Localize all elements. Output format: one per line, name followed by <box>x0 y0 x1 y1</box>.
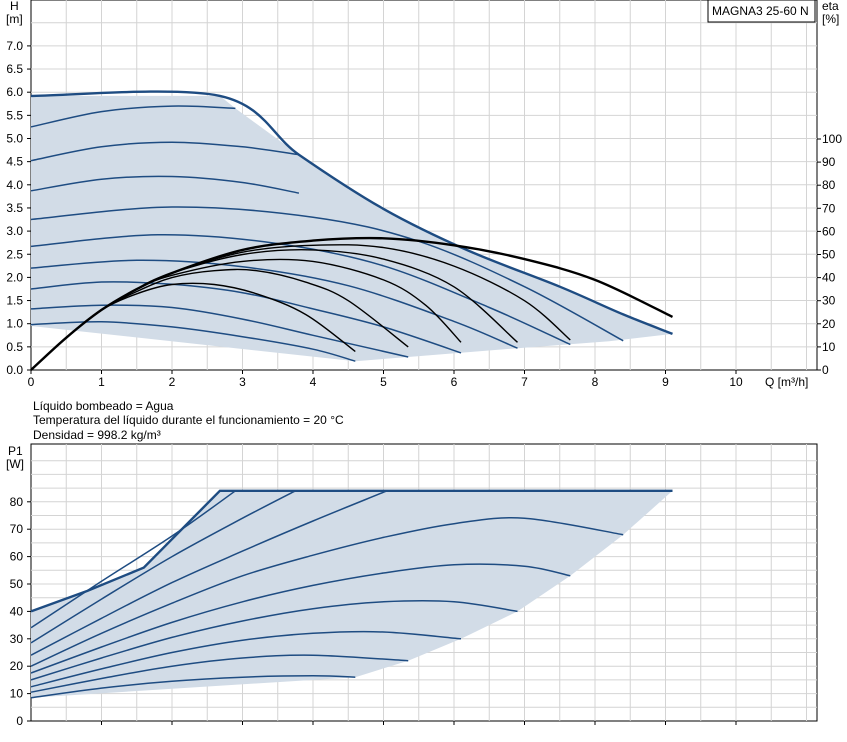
efficiency-tick-label: 50 <box>822 248 836 262</box>
head-curve <box>30 259 518 349</box>
power-tick-label: 40 <box>10 604 24 618</box>
efficiency-tick-label: 0 <box>822 363 829 377</box>
flow-tick-label: 3 <box>239 375 246 389</box>
head-tick-label: 6.0 <box>6 85 23 99</box>
head-curve <box>30 206 624 342</box>
power-tick-label: 70 <box>10 522 24 536</box>
power-curve <box>30 675 356 699</box>
power-tick-label: 10 <box>10 687 24 701</box>
efficiency-tick-label: 70 <box>822 201 836 215</box>
head-operating-region <box>31 95 673 362</box>
efficiency-tick-label: 100 <box>822 132 842 146</box>
efficiency-tick-label: 20 <box>822 317 836 331</box>
head-axis-ticks: 0.0 0.5 1.0 1.5 2.0 2.5 3.0 3.5 4.0 4.5 5.0 5.5 6.0 6… <box>6 39 842 389</box>
head-tick-label: 4.0 <box>6 178 23 192</box>
efficiency-tick-label: 90 <box>822 155 836 169</box>
efficiency-tick-label: 80 <box>822 178 836 192</box>
head-tick-label: 7.0 <box>6 39 23 53</box>
head-curve <box>30 304 409 358</box>
flow-tick-label: 2 <box>169 375 176 389</box>
flow-tick-label: 8 <box>592 375 599 389</box>
head-curve <box>30 105 236 128</box>
power-curve <box>30 600 518 681</box>
model-label: MAGNA3 25-60 N <box>712 4 809 18</box>
flow-tick-label: 1 <box>98 375 105 389</box>
power-curve <box>30 490 388 656</box>
power-operating-area <box>31 490 673 698</box>
head-tick-label: 4.5 <box>6 155 23 169</box>
head-tick-label: 6.5 <box>6 62 23 76</box>
power-axis-label: P1 <box>8 444 23 458</box>
head-tick-label: 0.0 <box>6 363 23 377</box>
flow-tick-label: 6 <box>451 375 458 389</box>
head-tick-label: 5.0 <box>6 132 23 146</box>
max-power-curve <box>30 489 673 613</box>
head-tick-label: 1.0 <box>6 317 23 331</box>
head-curve <box>30 175 300 194</box>
power-curves <box>30 489 673 699</box>
efficiency-tick-label: 30 <box>822 294 836 308</box>
head-curve <box>30 141 300 162</box>
power-curve <box>30 490 236 629</box>
power-axis-unit: [W] <box>6 457 24 471</box>
head-axis-label: H <box>10 0 19 13</box>
model-label-box <box>707 0 816 23</box>
head-tick-label: 2.0 <box>6 270 23 284</box>
flow-axis-label: Q [m³/h] <box>765 375 808 389</box>
power-curve <box>30 563 571 674</box>
head-tick-label: 1.5 <box>6 294 23 308</box>
head-operating-area <box>31 95 673 362</box>
power-curve <box>30 654 409 693</box>
efficiency-tick-label: 10 <box>822 340 836 354</box>
power-tick-label: 20 <box>10 659 24 673</box>
head-curve <box>30 321 356 362</box>
power-curve <box>30 517 624 667</box>
efficiency-curve <box>30 236 674 371</box>
efficiency-axis-unit: [%] <box>822 12 839 26</box>
efficiency-curves <box>30 236 674 371</box>
efficiency-tick-label: 60 <box>822 224 836 238</box>
head-tick-label: 3.0 <box>6 224 23 238</box>
power-axis-ticks: 0 10 20 30 40 50 60 70 80 <box>10 495 737 728</box>
info-density: Densidad = 998.2 kg/m³ <box>33 428 161 442</box>
efficiency-axis-label: eta <box>822 0 839 13</box>
head-tick-label: 2.5 <box>6 247 23 261</box>
flow-tick-label: 0 <box>28 375 35 389</box>
power-tick-label: 60 <box>10 550 24 564</box>
flow-tick-label: 10 <box>729 375 743 389</box>
power-tick-label: 30 <box>10 632 24 646</box>
power-curve <box>30 630 462 688</box>
flow-tick-label: 5 <box>380 375 387 389</box>
head-tick-label: 0.5 <box>6 340 23 354</box>
power-curve <box>30 490 296 644</box>
power-tick-label: 0 <box>16 714 23 728</box>
power-tick-label: 50 <box>10 577 24 591</box>
efficiency-tick-label: 40 <box>822 271 836 285</box>
power-operating-region <box>31 490 673 698</box>
head-tick-label: 5.5 <box>6 108 23 122</box>
head-tick-label: 3.5 <box>6 201 23 215</box>
power-tick-label: 80 <box>10 495 24 509</box>
flow-tick-label: 7 <box>521 375 528 389</box>
info-temperature: Temperatura del líquido durante el funci… <box>33 413 344 427</box>
info-liquid: Líquido bombeado = Agua <box>33 399 174 413</box>
max-head-curve <box>30 90 673 336</box>
flow-tick-label: 9 <box>662 375 669 389</box>
flow-tick-label: 4 <box>310 375 317 389</box>
head-axis-unit: [m] <box>6 12 23 26</box>
